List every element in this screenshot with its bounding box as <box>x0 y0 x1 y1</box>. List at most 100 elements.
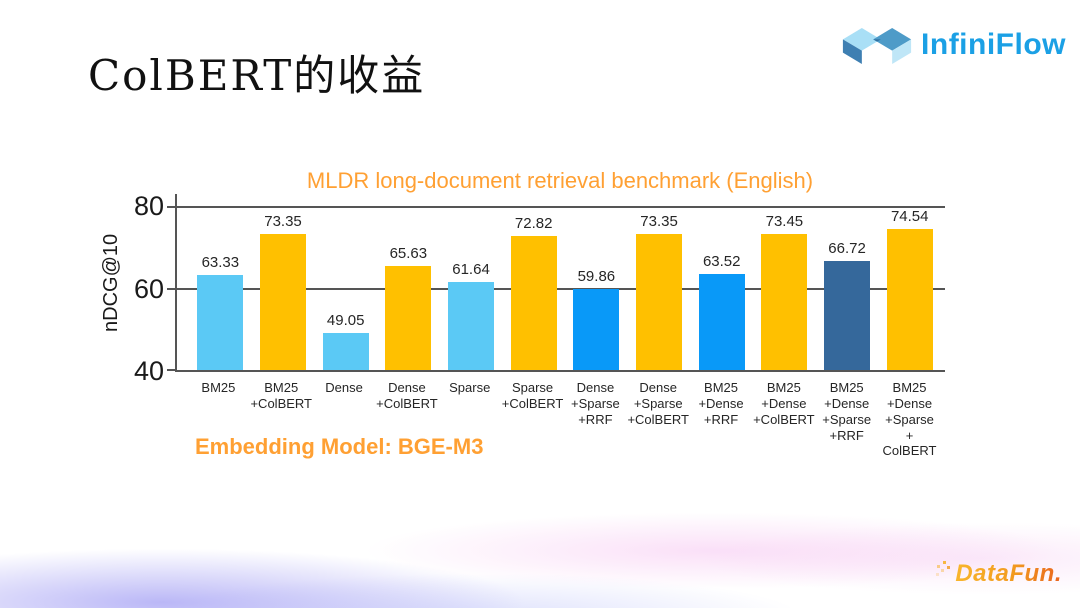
bar <box>636 234 683 370</box>
bar <box>886 229 933 370</box>
bar <box>197 274 244 370</box>
bar-value-label: 63.52 <box>702 253 741 271</box>
x-axis-category-label: BM25 <box>187 380 250 459</box>
bar-value-label: 61.64 <box>452 260 490 278</box>
x-axis-category-line: BM25 <box>766 380 801 395</box>
bar-value-label: 74.54 <box>890 208 929 226</box>
x-axis-category-line: Dense <box>576 380 615 395</box>
bar <box>510 236 557 370</box>
infiniflow-logo: InfiniFlow <box>841 18 1066 72</box>
x-axis-category-line: +Dense <box>698 395 744 411</box>
bar-column: 66.72 <box>816 194 879 370</box>
bar <box>573 289 620 370</box>
bar <box>260 234 306 370</box>
bar-column: 72.82 <box>502 194 565 370</box>
x-axis-category-line: +ColBERT <box>376 395 438 411</box>
x-axis-category-line: BM25 <box>892 380 927 395</box>
x-axis-category-label: BM25 +Dense +Sparse +RRF <box>815 380 878 459</box>
x-axis-category-line: Dense <box>388 380 426 395</box>
x-axis-category-label: Dense +Sparse +RRF <box>564 380 627 459</box>
x-axis-category-line: Dense <box>325 380 363 395</box>
x-axis-category-label: Sparse +ColBERT <box>501 380 564 459</box>
bar-value-label: 73.35 <box>640 213 678 231</box>
y-tick-label: 80 <box>133 191 164 222</box>
x-axis-category-line: Dense <box>639 380 677 395</box>
bar-column: 73.35 <box>252 194 315 370</box>
y-tick-label: 40 <box>133 355 164 386</box>
infiniflow-logo-icon <box>842 27 912 64</box>
bar-value-label: 49.05 <box>326 312 365 330</box>
datafun-logo: DataFun. <box>935 560 1062 588</box>
bar-column: 49.05 <box>314 194 377 370</box>
bar <box>698 274 745 370</box>
y-tick-mark <box>167 287 177 290</box>
x-axis-category-line: Sparse <box>511 380 554 395</box>
y-axis-ticks: 80 60 40 <box>116 191 164 386</box>
x-axis-category-label: Dense +ColBERT <box>375 380 438 459</box>
bar-column: 74.54 <box>878 194 941 370</box>
bar-value-label: 63.33 <box>201 253 240 271</box>
bar-column: 63.33 <box>189 194 252 370</box>
bar <box>824 261 871 370</box>
page-title: ColBERT的收益 <box>88 51 426 100</box>
x-axis-category-label: Sparse <box>438 380 501 459</box>
x-axis-category-line: BM25 <box>201 380 236 395</box>
gridline-60 <box>177 287 945 290</box>
x-axis-category-label: Dense <box>313 380 376 459</box>
x-axis-category-line: +Dense <box>761 395 807 411</box>
y-tick-label: 60 <box>133 273 164 304</box>
x-axis-category-line: +Dense <box>824 395 870 411</box>
bar-column: 61.64 <box>440 194 503 370</box>
x-axis-category-line: +Sparse <box>570 395 620 411</box>
x-axis-category-label: BM25 +Dense +RRF <box>690 380 753 459</box>
bar-column: 59.86 <box>565 194 628 370</box>
x-axis-category-line: BM25 <box>829 380 864 395</box>
gridline-80 <box>177 206 945 209</box>
x-axis-category-line: Sparse <box>449 380 491 395</box>
embedding-model-note: Embedding Model: BGE-M3 <box>195 434 484 459</box>
x-axis-category-label: Dense +Sparse +ColBERT <box>627 380 690 459</box>
x-axis-category-label: BM25 +Dense +ColBERT <box>752 380 815 459</box>
bar <box>448 281 495 370</box>
y-tick-mark <box>167 369 177 371</box>
bar-value-label: 66.72 <box>828 240 866 258</box>
infiniflow-logo-text: InfiniFlow <box>921 28 1066 61</box>
x-axis-category-line: +RRF <box>578 411 613 427</box>
datafun-logo-squares-icon <box>936 561 951 576</box>
x-axis-category-line: +RRF <box>703 411 739 427</box>
x-axis-category-line: +RRF <box>829 427 864 443</box>
bar <box>385 265 432 370</box>
bar-value-label: 73.35 <box>264 213 302 231</box>
bar-value-label: 59.86 <box>577 268 616 286</box>
x-axis-category-label: BM25 +Dense +Sparse + ColBERT <box>878 380 941 459</box>
x-axis-labels: BM25 BM25 +ColBERT Dense Dense +ColBERT Sparse… <box>175 380 945 459</box>
x-axis-category-line: +ColBERT <box>627 411 689 427</box>
bar <box>322 333 369 370</box>
bar-value-label: 72.82 <box>514 215 553 233</box>
bar-column: 65.63 <box>377 194 440 370</box>
y-tick-mark <box>167 206 177 209</box>
bar-column: 63.52 <box>690 194 753 370</box>
x-axis-category-line: + ColBERT <box>882 427 937 459</box>
x-axis-category-line: BM25 <box>264 380 299 395</box>
bar <box>761 233 808 370</box>
x-axis-category-label: BM25 +ColBERT <box>250 380 313 459</box>
x-axis-category-line: +Sparse <box>885 411 934 427</box>
x-axis-category-line: +ColBERT <box>501 395 564 411</box>
x-axis-category-line: +Sparse <box>822 411 872 427</box>
x-axis-category-line: BM25 <box>704 380 739 395</box>
x-axis-category-line: +ColBERT <box>753 411 815 427</box>
bar-column: 73.35 <box>628 194 691 370</box>
plot-area: 63.33 73.35 49.05 65.63 61.64 72.82 59.86 73.35… <box>167 194 945 372</box>
bars: 63.33 73.35 49.05 65.63 61.64 72.82 59.86 73.35… <box>177 194 945 370</box>
x-axis-category-line: +Dense <box>886 395 933 411</box>
bar-column: 73.45 <box>753 194 816 370</box>
x-axis-category-line: +ColBERT <box>250 395 313 411</box>
footer-swoosh-decoration <box>0 498 1080 608</box>
chart-title: MLDR long-document retrieval benchmark (… <box>306 168 814 193</box>
x-axis-category-line: +Sparse <box>633 395 683 411</box>
bar-value-label: 73.45 <box>765 212 804 230</box>
bar-value-label: 65.63 <box>389 244 428 262</box>
datafun-logo-text: DataFun. <box>955 560 1062 587</box>
